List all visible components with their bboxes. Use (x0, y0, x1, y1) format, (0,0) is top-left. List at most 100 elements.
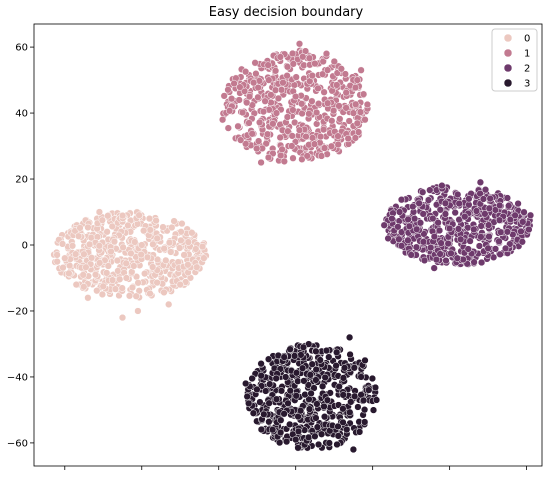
data-point (292, 73, 300, 81)
y-tick-label: −60 (7, 438, 28, 449)
series-2 (380, 178, 535, 272)
legend-marker (503, 78, 513, 88)
data-point (283, 113, 292, 121)
data-point (271, 86, 280, 94)
data-point (308, 360, 316, 368)
data-point (268, 426, 277, 434)
data-point (137, 250, 145, 259)
data-point (441, 210, 450, 218)
data-point (114, 267, 122, 275)
data-point (305, 54, 314, 62)
data-point (242, 140, 250, 148)
data-point (276, 53, 284, 61)
chart-title: Easy decision boundary (209, 5, 364, 20)
data-point (227, 95, 236, 103)
data-point (404, 215, 412, 224)
data-point (225, 107, 234, 115)
data-point (263, 130, 272, 138)
data-point (298, 155, 306, 163)
data-point (397, 196, 406, 204)
data-point (266, 380, 274, 388)
data-point (303, 152, 311, 160)
data-point (307, 389, 315, 398)
data-point (252, 70, 260, 78)
data-point (95, 242, 103, 250)
data-point (176, 280, 184, 289)
data-point (357, 373, 365, 381)
data-point (253, 144, 261, 153)
legend-label: 1 (524, 49, 530, 60)
data-point (316, 132, 325, 141)
data-point (276, 428, 285, 437)
data-point (304, 433, 313, 442)
data-point (317, 430, 326, 438)
data-point (289, 60, 297, 68)
data-point (318, 382, 327, 390)
data-point (313, 423, 322, 431)
data-point (168, 223, 176, 232)
data-point (470, 225, 478, 234)
data-point (80, 250, 88, 258)
data-point (236, 83, 244, 91)
data-point (288, 49, 297, 58)
data-point (131, 238, 139, 246)
data-point (262, 387, 270, 395)
data-point (342, 104, 350, 112)
data-point (432, 255, 441, 264)
data-point (254, 93, 262, 101)
data-point (320, 144, 329, 152)
data-point (436, 250, 444, 258)
data-point (72, 280, 80, 289)
data-point (327, 142, 336, 150)
data-point (274, 94, 283, 103)
data-point (286, 420, 294, 429)
data-point (326, 389, 334, 397)
data-point (430, 264, 438, 272)
data-point (485, 232, 493, 241)
legend-box (491, 28, 538, 92)
data-point (113, 256, 122, 265)
data-point (339, 405, 347, 413)
data-point (484, 221, 493, 229)
data-point (84, 223, 92, 232)
data-point (322, 346, 331, 355)
data-point (319, 125, 328, 134)
data-point (320, 413, 329, 421)
data-point (380, 221, 388, 229)
data-point (230, 79, 238, 88)
data-point (104, 262, 112, 270)
data-point (345, 117, 353, 125)
data-point (328, 87, 336, 95)
data-point (430, 232, 439, 241)
data-point (339, 418, 347, 427)
data-point (305, 405, 314, 413)
data-point (426, 186, 434, 194)
data-point (329, 107, 338, 115)
legend: 0 1 2 3 (491, 28, 538, 92)
data-point (141, 269, 149, 278)
data-point (313, 400, 321, 408)
data-point (333, 81, 341, 89)
data-point (465, 195, 473, 203)
data-point (294, 444, 302, 452)
data-point (98, 290, 107, 299)
data-point (224, 86, 232, 94)
data-point (265, 418, 273, 426)
data-point (477, 258, 486, 267)
data-point (337, 65, 345, 73)
data-point (108, 222, 116, 231)
data-point (344, 134, 352, 143)
data-point (264, 153, 273, 162)
data-point (288, 142, 296, 150)
data-point (111, 285, 120, 293)
data-point (167, 248, 175, 256)
data-point (245, 399, 253, 408)
data-point (267, 98, 275, 107)
data-point (519, 218, 527, 226)
data-point (288, 132, 296, 140)
y-axis: −60 −40 −20 0 20 40 60 (7, 43, 34, 449)
data-point (237, 136, 245, 144)
data-point (98, 216, 106, 224)
data-point (260, 410, 268, 418)
data-point (511, 211, 519, 219)
